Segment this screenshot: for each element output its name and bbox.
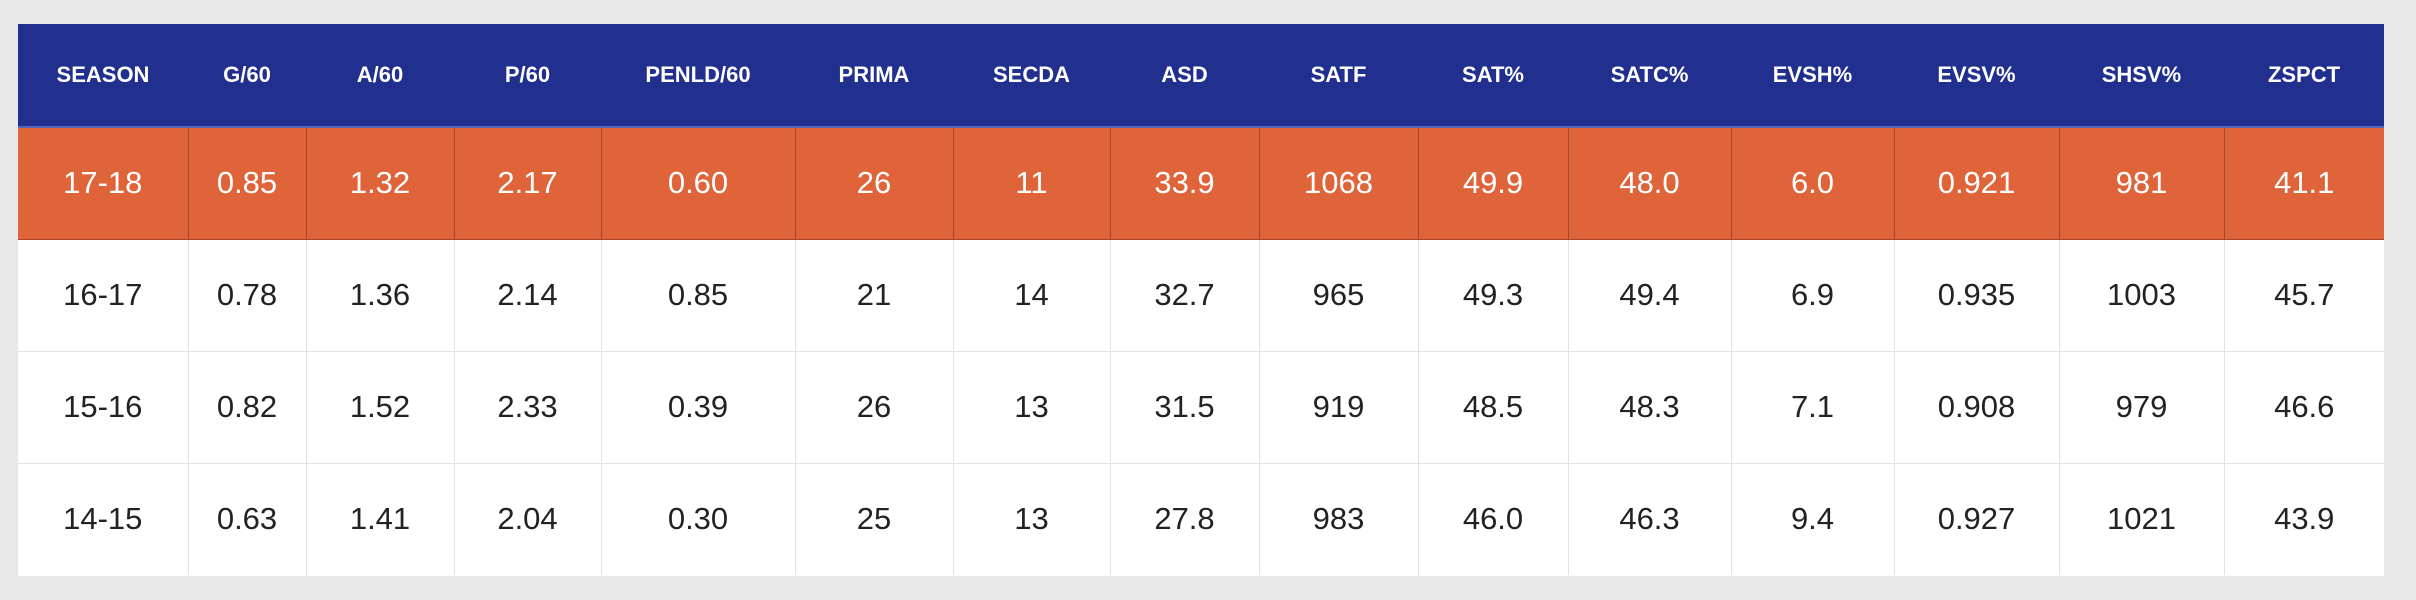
table-cell: 14-15 (63, 501, 143, 537)
table-cell: 26 (794, 127, 953, 240)
column-header-evsv-pct[interactable]: EVSV% (1894, 24, 2059, 128)
table-cell: 21 (794, 239, 953, 352)
table-cell: 965 (1258, 239, 1418, 352)
table-row: 16-17 0.78 1.36 2.14 0.85 21 14 32.7 965… (18, 239, 2384, 352)
column-header-asd[interactable]: ASD (1110, 24, 1259, 128)
table-cell: 14 (952, 239, 1110, 352)
table-cell: 6.0 (1730, 127, 1894, 240)
table-cell: 11 (952, 127, 1110, 240)
table-cell: 0.927 (1893, 463, 2059, 575)
table-cell: 1.52 (305, 351, 454, 464)
table-cell: 48.0 (1567, 127, 1731, 240)
table-cell: 0.39 (600, 351, 795, 464)
table-cell: 13 (952, 463, 1110, 575)
table-cell: 9.4 (1730, 463, 1894, 575)
table-cell: 919 (1258, 351, 1418, 464)
table-cell: 41.1 (2223, 127, 2384, 240)
table-cell: 0.85 (187, 127, 306, 240)
table-cell: 0.82 (187, 351, 306, 464)
table-cell: 6.9 (1730, 239, 1894, 352)
table-row: 14-15 0.63 1.41 2.04 0.30 25 13 27.8 983… (18, 463, 2384, 575)
table-cell: 26 (794, 351, 953, 464)
table-cell: 2.17 (453, 127, 601, 240)
table-cell: 33.9 (1109, 127, 1259, 240)
table-cell: 17-18 (18, 127, 188, 240)
table-cell: 46.0 (1417, 463, 1568, 575)
table-cell: 25 (794, 463, 953, 575)
table-cell: 2.14 (453, 239, 601, 352)
table-cell: 43.9 (2223, 463, 2384, 575)
table-header-row: SEASON G/60 A/60 P/60 PENLD/60 PRIMA SEC… (18, 24, 2384, 128)
table-cell: 7.1 (1730, 351, 1894, 464)
column-header-satc-pct[interactable]: SATC% (1568, 24, 1731, 128)
season-stats-table: SEASON G/60 A/60 P/60 PENLD/60 PRIMA SEC… (18, 24, 2384, 575)
table-cell: 0.921 (1893, 127, 2059, 240)
table-cell: 1.36 (305, 239, 454, 352)
column-header-prima[interactable]: PRIMA (795, 24, 953, 128)
column-header-p60[interactable]: P/60 (454, 24, 601, 128)
table-cell: 15-16 (18, 351, 188, 464)
table-cell: 1003 (2058, 239, 2224, 352)
stats-table-container: SEASON G/60 A/60 P/60 PENLD/60 PRIMA SEC… (18, 24, 2384, 576)
column-header-g60[interactable]: G/60 (188, 24, 306, 128)
table-cell: 27.8 (1109, 463, 1259, 575)
column-header-evsh-pct[interactable]: EVSH% (1731, 24, 1894, 128)
column-header-penld60[interactable]: PENLD/60 (601, 24, 795, 128)
column-header-season[interactable]: SEASON (18, 24, 188, 128)
table-cell: 46.6 (2223, 351, 2384, 464)
column-header-secda[interactable]: SECDA (953, 24, 1110, 128)
table-cell: 49.9 (1417, 127, 1568, 240)
table-cell: 46.3 (1567, 463, 1731, 575)
table-cell: 48.5 (1417, 351, 1568, 464)
table-cell: 979 (2058, 351, 2224, 464)
table-row: 17-18 0.85 1.32 2.17 0.60 26 11 33.9 106… (18, 127, 2384, 240)
table-cell: 13 (952, 351, 1110, 464)
column-header-shsv-pct[interactable]: SHSV% (2059, 24, 2224, 128)
table-cell: 49.4 (1567, 239, 1731, 352)
column-header-a60[interactable]: A/60 (306, 24, 454, 128)
table-cell: 1.32 (305, 127, 454, 240)
column-header-sat-pct[interactable]: SAT% (1418, 24, 1568, 128)
table-cell: 981 (2058, 127, 2224, 240)
table-cell: 1021 (2058, 463, 2224, 575)
table-cell: 1.41 (305, 463, 454, 575)
table-cell: 0.63 (187, 463, 306, 575)
column-header-satf[interactable]: SATF (1259, 24, 1418, 128)
table-cell: 0.30 (600, 463, 795, 575)
table-cell: 32.7 (1109, 239, 1259, 352)
table-cell: 983 (1258, 463, 1418, 575)
table-row: 15-16 0.82 1.52 2.33 0.39 26 13 31.5 919… (18, 351, 2384, 464)
table-cell: 2.33 (453, 351, 601, 464)
table-cell: 2.04 (453, 463, 601, 575)
table-cell: 0.85 (600, 239, 795, 352)
table-cell: 1068 (1258, 127, 1418, 240)
table-cell: 48.3 (1567, 351, 1731, 464)
table-cell: 49.3 (1417, 239, 1568, 352)
table-cell: 16-17 (18, 239, 188, 352)
table-cell: 0.60 (600, 127, 795, 240)
column-header-zspct[interactable]: ZSPCT (2224, 24, 2384, 128)
table-cell: 0.935 (1893, 239, 2059, 352)
table-cell: 45.7 (2223, 239, 2384, 352)
table-cell: 0.908 (1893, 351, 2059, 464)
table-cell: 0.78 (187, 239, 306, 352)
table-cell: 31.5 (1109, 351, 1259, 464)
